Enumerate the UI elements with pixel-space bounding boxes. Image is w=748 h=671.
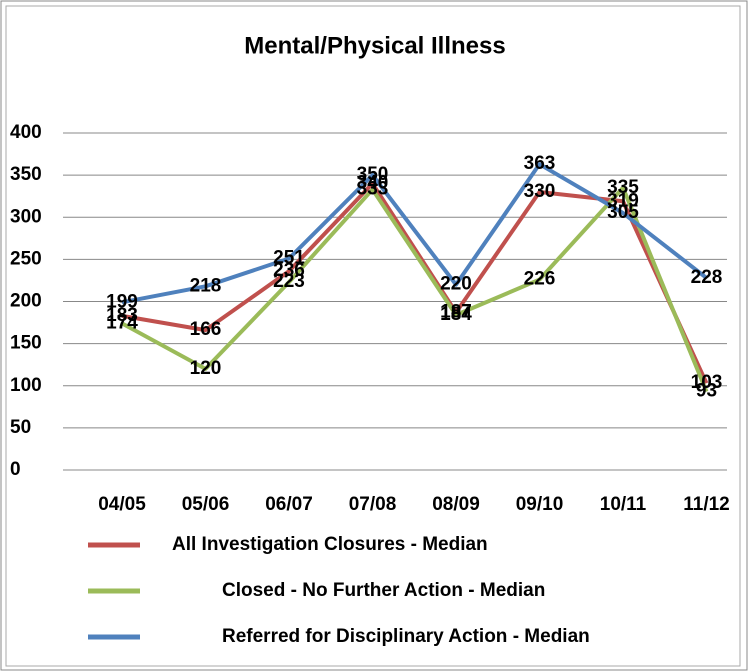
y-tick-label: 350 (10, 164, 42, 185)
series-line (121, 162, 708, 305)
x-tick-label: 09/10 (516, 494, 564, 515)
y-tick-label: 400 (10, 122, 42, 143)
legend-label: All Investigation Closures - Median (172, 534, 488, 555)
data-label: 319 (607, 190, 639, 211)
data-label: 184 (440, 304, 472, 325)
y-tick-label: 300 (10, 206, 42, 227)
series-line (121, 181, 709, 385)
data-label: 174 (106, 312, 138, 333)
y-tick-label: 200 (10, 291, 42, 312)
data-label: 236 (273, 260, 305, 281)
data-label: 120 (190, 358, 222, 379)
data-label: 363 (524, 153, 556, 174)
y-tick-label: 100 (10, 375, 42, 396)
x-tick-label: 04/05 (98, 494, 146, 515)
x-tick-label: 06/07 (265, 494, 313, 515)
data-label: 340 (357, 173, 389, 194)
data-label: 335 (607, 177, 639, 198)
legend-label: Closed - No Further Action - Median (222, 580, 545, 601)
data-label: 333 (357, 178, 389, 199)
y-tick-label: 0 (10, 459, 21, 480)
data-label: 187 (440, 301, 472, 322)
data-label: 223 (273, 271, 305, 292)
y-tick-label: 50 (10, 417, 31, 438)
x-tick-label: 11/12 (683, 494, 730, 515)
data-label: 220 (440, 274, 472, 295)
x-tick-label: 05/06 (182, 494, 230, 515)
data-label: 226 (524, 269, 556, 290)
y-tick-label: 150 (10, 333, 42, 354)
chart-title: Mental/Physical Illness (244, 32, 505, 59)
data-label: 330 (524, 181, 556, 202)
data-label: 218 (190, 275, 222, 296)
data-label: 199 (106, 291, 138, 312)
legend-label: Referred for Disciplinary Action - Media… (222, 626, 590, 647)
y-tick-label: 250 (10, 248, 42, 269)
x-tick-label: 07/08 (349, 494, 397, 515)
x-tick-label: 08/09 (432, 494, 480, 515)
data-label: 183 (106, 305, 138, 326)
x-tick-label: 10/11 (600, 494, 647, 515)
data-label: 305 (607, 202, 639, 223)
data-label: 93 (696, 381, 717, 402)
data-label: 103 (691, 372, 723, 393)
data-label: 166 (190, 319, 222, 340)
data-label: 350 (357, 164, 389, 185)
chart-border (5, 5, 741, 667)
data-label: 251 (273, 248, 305, 269)
data-label: 228 (691, 267, 723, 288)
